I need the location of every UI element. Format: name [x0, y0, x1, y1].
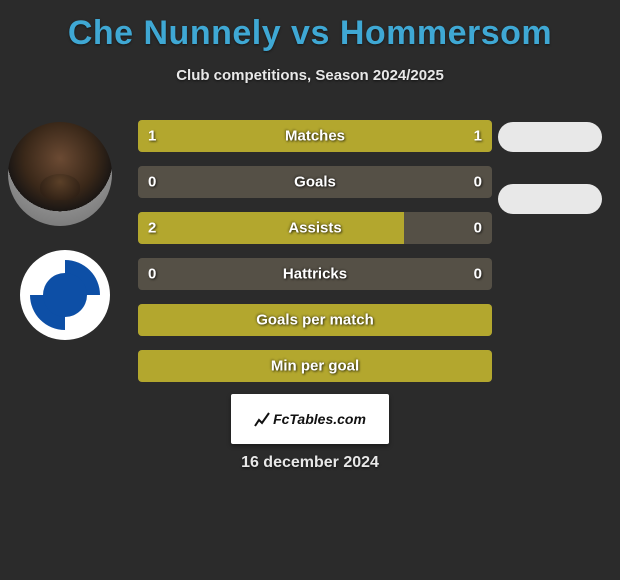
stat-value-left: 2 — [148, 220, 156, 237]
page-title: Che Nunnely vs Hommersom — [0, 0, 620, 53]
stat-label: Assists — [288, 220, 341, 237]
brand-box[interactable]: FcTables.com — [231, 394, 389, 444]
stat-value-right: 1 — [474, 128, 482, 145]
chart-icon — [254, 411, 270, 427]
stat-label: Min per goal — [271, 358, 359, 375]
subtitle: Club competitions, Season 2024/2025 — [0, 67, 620, 84]
brand-text-value: FcTables.com — [273, 411, 366, 427]
stat-value-right: 0 — [474, 220, 482, 237]
stat-value-left: 0 — [148, 174, 156, 191]
date-line: 16 december 2024 — [0, 454, 620, 472]
stat-row: 1 1 Matches — [138, 120, 492, 152]
stat-label: Goals per match — [256, 312, 374, 329]
stat-value-left: 1 — [148, 128, 156, 145]
stat-row: 0 0 Goals — [138, 166, 492, 198]
stat-label: Goals — [294, 174, 336, 191]
bar-fill-left — [138, 212, 404, 244]
brand-label: FcTables.com — [254, 411, 366, 427]
stat-row: 0 0 Hattricks — [138, 258, 492, 290]
stat-value-left: 0 — [148, 266, 156, 283]
stat-row: Min per goal — [138, 350, 492, 382]
stat-value-right: 0 — [474, 174, 482, 191]
stat-label: Hattricks — [283, 266, 347, 283]
player-right-badge — [20, 250, 110, 340]
club-badge-icon — [30, 260, 100, 330]
stat-label: Matches — [285, 128, 345, 145]
stat-row: 2 0 Assists — [138, 212, 492, 244]
pill-placeholder — [498, 122, 602, 152]
stat-row: Goals per match — [138, 304, 492, 336]
pill-placeholder — [498, 184, 602, 214]
stat-value-right: 0 — [474, 266, 482, 283]
player-left-avatar — [8, 122, 112, 226]
right-side-pills — [498, 122, 602, 214]
comparison-bars: 1 1 Matches 0 0 Goals 2 0 Assists 0 0 Hattricks Goal… — [138, 120, 492, 382]
player-avatars — [8, 122, 112, 340]
